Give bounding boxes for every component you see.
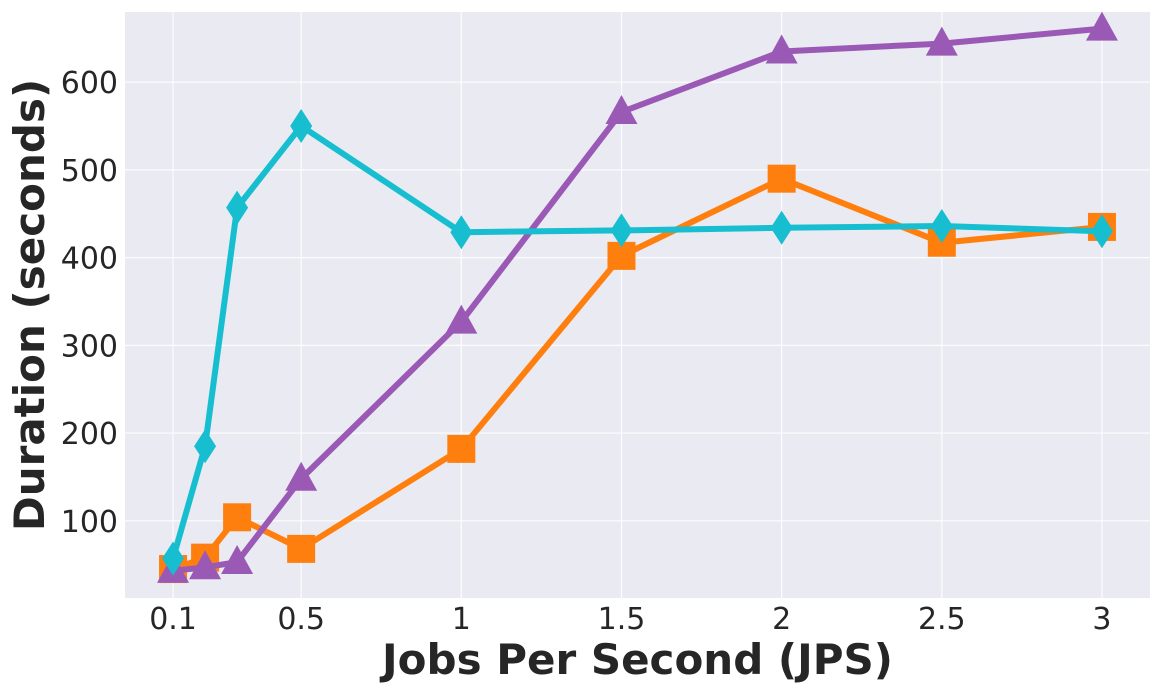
y-axis-title: Duration (seconds): [5, 79, 54, 531]
y-tick-label: 400: [61, 242, 118, 277]
data-point: [610, 213, 633, 248]
data-point: [223, 503, 252, 532]
series-layer: [157, 11, 1118, 584]
data-point: [221, 545, 254, 575]
x-tick-label: 1: [452, 602, 471, 637]
y-tick-label: 100: [61, 505, 118, 540]
data-point: [925, 26, 958, 56]
x-tick-label: 2: [772, 602, 791, 637]
x-tick-label: 0.1: [149, 602, 197, 637]
data-point: [445, 304, 478, 334]
data-point: [290, 109, 313, 144]
y-tick-label: 300: [61, 329, 118, 364]
data-point: [450, 215, 473, 250]
x-axis-ticks: 0.1 0.5 1 1.5 2 2.5 3: [149, 602, 1111, 637]
plot-background: [125, 12, 1150, 598]
data-point: [605, 95, 638, 125]
data-point: [285, 461, 318, 491]
x-tick-label: 0.5: [277, 602, 325, 637]
data-point: [1085, 11, 1118, 41]
data-point: [447, 434, 476, 463]
y-tick-label: 200: [61, 417, 118, 452]
data-point: [194, 429, 217, 464]
data-point: [930, 209, 953, 244]
x-axis-title: Jobs Per Second (JPS): [379, 635, 893, 684]
x-tick-label: 3: [1092, 602, 1111, 637]
x-tick-label: 2.5: [918, 602, 966, 637]
series-1: [157, 11, 1118, 583]
series-2: [162, 109, 1113, 576]
y-tick-label: 600: [61, 66, 118, 101]
data-point: [226, 190, 249, 225]
data-point: [767, 164, 796, 193]
data-point: [189, 550, 222, 580]
y-axis-ticks: 100 200 300 400 500 600: [61, 66, 118, 540]
data-point: [162, 541, 185, 576]
data-point: [765, 34, 798, 64]
data-point: [287, 534, 316, 563]
data-point: [770, 210, 793, 245]
y-tick-label: 500: [61, 154, 118, 189]
x-tick-label: 1.5: [598, 602, 646, 637]
data-point: [1090, 214, 1113, 249]
